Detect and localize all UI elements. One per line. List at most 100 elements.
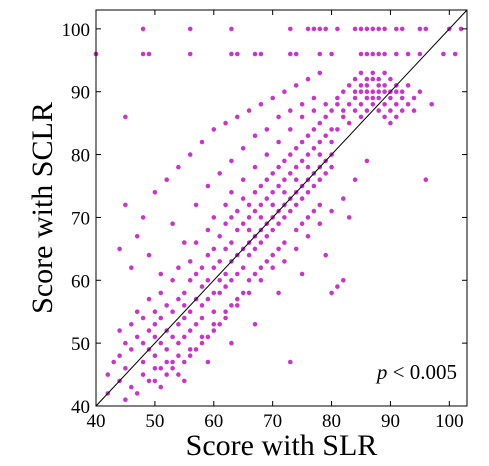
data-point [358, 83, 364, 88]
data-point [311, 146, 317, 151]
data-point [458, 26, 464, 32]
x-tick-label: 60 [204, 411, 223, 432]
data-point [417, 26, 423, 32]
data-point [288, 51, 293, 57]
data-point [311, 183, 317, 189]
data-point [323, 252, 329, 258]
data-point [376, 26, 382, 32]
data-point [364, 51, 370, 57]
data-point [152, 190, 158, 195]
data-point [187, 259, 193, 264]
data-point [352, 26, 358, 32]
data-point [358, 89, 364, 94]
data-point [123, 114, 128, 120]
data-point [317, 177, 323, 182]
data-point [323, 102, 329, 107]
data-point [364, 83, 370, 88]
data-point [299, 221, 305, 226]
data-point [394, 114, 399, 120]
data-point [288, 208, 293, 214]
data-point [364, 95, 370, 101]
data-point [223, 221, 228, 226]
data-point [288, 127, 293, 132]
data-point [329, 290, 334, 296]
data-point [311, 208, 317, 214]
data-point [293, 177, 299, 182]
data-point [223, 246, 228, 252]
data-point [229, 158, 234, 164]
data-point [134, 234, 140, 239]
data-point [229, 340, 234, 346]
data-point [311, 127, 317, 132]
data-point [299, 271, 305, 277]
data-point [341, 196, 346, 201]
data-point [270, 252, 276, 258]
data-point [246, 252, 252, 258]
data-point [152, 353, 158, 359]
data-point [223, 120, 228, 126]
data-point [264, 196, 270, 201]
data-point [364, 108, 370, 113]
data-point [170, 221, 175, 226]
data-point [305, 190, 311, 195]
data-point [205, 334, 211, 340]
data-point [199, 303, 205, 308]
data-point [146, 328, 152, 333]
data-point [164, 303, 169, 308]
y-axis-title: Score with SCLR [26, 102, 59, 314]
data-point [382, 51, 387, 57]
data-point [111, 359, 116, 365]
data-point [123, 202, 128, 208]
data-point [417, 89, 423, 94]
data-point [323, 133, 329, 138]
x-tick-label: 100 [435, 411, 464, 432]
p-threshold: < 0.005 [387, 360, 457, 384]
y-tick-label: 50 [71, 334, 90, 355]
data-point [352, 89, 358, 94]
data-point [288, 26, 293, 32]
data-point [288, 359, 293, 365]
data-point [229, 190, 234, 195]
data-point [293, 83, 299, 88]
data-point [288, 171, 293, 176]
data-point [388, 95, 393, 101]
data-point [152, 366, 158, 371]
data-point [252, 208, 258, 214]
data-point [270, 171, 276, 176]
data-point [246, 290, 252, 296]
x-tick-label: 50 [145, 411, 164, 432]
data-point [264, 127, 270, 132]
data-point [246, 278, 252, 283]
data-point [376, 89, 382, 94]
data-point [235, 208, 240, 214]
data-point [317, 202, 323, 208]
data-point [282, 240, 287, 245]
data-point [152, 322, 158, 327]
data-point [276, 164, 281, 170]
data-point [199, 139, 205, 145]
data-point [199, 284, 205, 289]
data-point [146, 296, 152, 302]
data-point [394, 102, 399, 107]
data-point [376, 95, 382, 101]
data-point [193, 271, 199, 277]
data-point [158, 271, 164, 277]
data-point [276, 221, 281, 226]
data-point [282, 259, 287, 264]
data-point [317, 70, 323, 76]
data-point [293, 146, 299, 151]
data-point [217, 234, 222, 239]
data-point [211, 328, 217, 333]
points-layer [93, 26, 464, 403]
data-point [170, 366, 175, 371]
data-point [258, 240, 264, 245]
data-point [164, 359, 169, 365]
data-point [229, 303, 234, 308]
data-point [246, 215, 252, 220]
data-point [217, 322, 222, 327]
data-point [264, 259, 270, 264]
data-point [358, 51, 364, 57]
data-point [182, 378, 187, 384]
data-point [276, 114, 281, 120]
data-point [335, 26, 340, 32]
